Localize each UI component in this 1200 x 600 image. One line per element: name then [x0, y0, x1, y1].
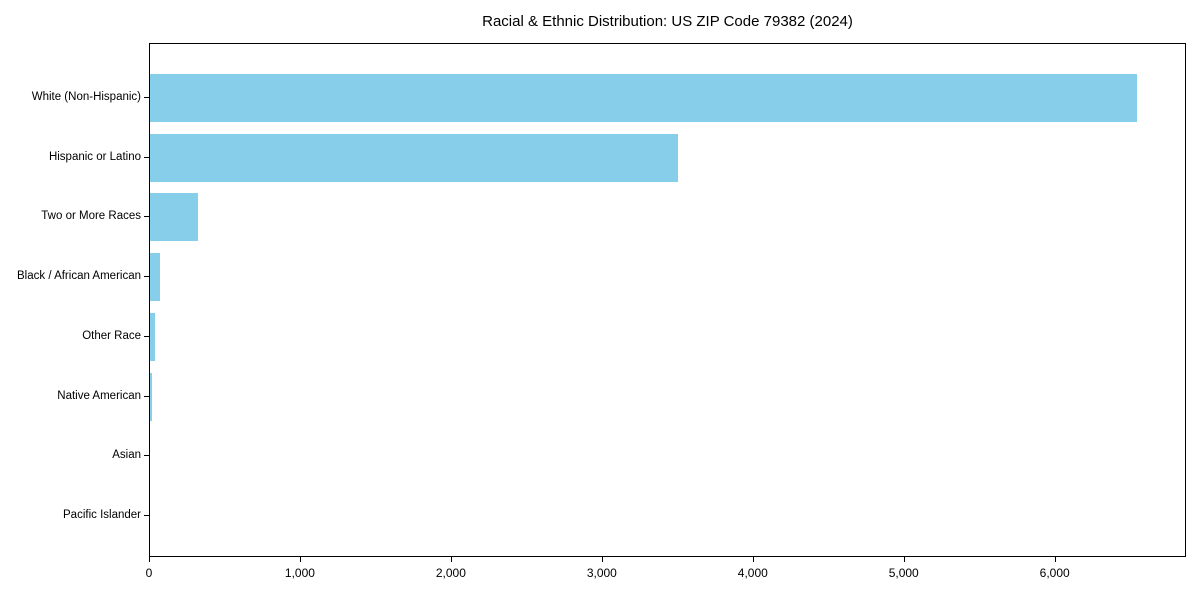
- y-tick-mark: [144, 216, 149, 218]
- y-tick-mark: [144, 156, 149, 158]
- x-tick-mark: [601, 557, 603, 562]
- y-tick-label-pacific-islander: Pacific Islander: [63, 508, 141, 521]
- x-tick-label-0: 0: [145, 566, 153, 580]
- bar-native-american: [150, 372, 153, 421]
- x-tick-label-5000: 5,000: [888, 566, 919, 580]
- y-tick-label-native-american: Native American: [57, 389, 141, 402]
- y-tick-mark: [144, 276, 149, 278]
- x-tick-mark: [299, 557, 301, 562]
- y-tick-label-hispanic-or-latino: Hispanic or Latino: [48, 150, 141, 163]
- x-tick-mark: [752, 557, 754, 562]
- x-tick-label-6000: 6,000: [1039, 566, 1070, 580]
- y-tick-label-asian: Asian: [112, 449, 141, 462]
- x-tick-label-3000: 3,000: [586, 566, 617, 580]
- bar-two-or-more-races: [150, 193, 199, 242]
- x-tick-label-1000: 1,000: [284, 566, 315, 580]
- x-tick-mark: [1054, 557, 1056, 562]
- plot-area: [149, 43, 1186, 557]
- bar-hispanic-or-latino: [150, 133, 679, 182]
- bar-other-race: [150, 312, 155, 361]
- y-tick-mark: [144, 455, 149, 457]
- x-tick-mark: [149, 557, 150, 562]
- y-tick-label-white-non-hispanic: White (Non-Hispanic): [31, 91, 141, 103]
- y-tick-mark: [144, 335, 149, 337]
- bar-white-non-hispanic: [150, 74, 1138, 122]
- y-tick-label-other-race: Other Race: [82, 329, 141, 342]
- x-tick-label-4000: 4,000: [737, 566, 768, 580]
- y-tick-label-two-or-more-races: Two or More Races: [41, 210, 141, 223]
- y-tick-mark: [144, 395, 149, 397]
- y-tick-mark: [144, 97, 149, 98]
- x-tick-mark: [450, 557, 452, 562]
- y-tick-label-black-african-american: Black / African American: [17, 270, 141, 283]
- x-tick-mark: [903, 557, 905, 562]
- bar-black-african-american: [150, 253, 160, 302]
- chart-title: Racial & Ethnic Distribution: US ZIP Cod…: [482, 13, 853, 30]
- y-tick-mark: [144, 514, 149, 516]
- x-tick-label-2000: 2,000: [435, 566, 466, 580]
